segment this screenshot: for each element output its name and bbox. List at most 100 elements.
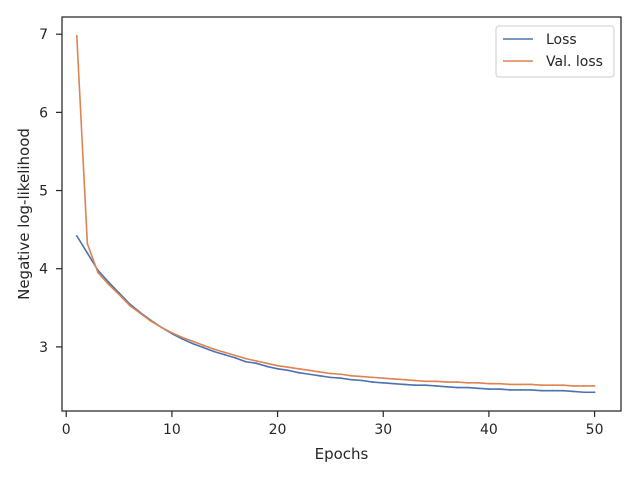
data-point (192, 340, 194, 343)
x-tick-label: 20 (269, 422, 287, 438)
data-point (509, 388, 511, 391)
data-point (86, 252, 89, 254)
data-point (350, 374, 353, 377)
data-point (308, 369, 311, 372)
data-point (382, 377, 385, 380)
legend-label-0: Loss (546, 32, 577, 48)
data-point (540, 384, 543, 387)
data-point (255, 360, 258, 362)
data-point (361, 379, 364, 382)
data-point (392, 382, 395, 385)
data-point (572, 390, 575, 393)
legend-label-1: Val. loss (546, 54, 603, 70)
data-point (149, 320, 152, 322)
data-point (318, 374, 321, 377)
y-tick-label: 3 (39, 340, 48, 356)
data-point (530, 383, 533, 386)
data-point (477, 387, 480, 390)
y-axis: 3 4 5 6 7 (39, 27, 62, 356)
data-point (593, 391, 596, 394)
data-point (561, 389, 564, 392)
data-point (540, 389, 543, 392)
legend: Loss Val. loss (495, 25, 615, 78)
data-point (488, 388, 490, 391)
data-point (424, 380, 427, 383)
data-point (266, 362, 268, 365)
data-point (572, 385, 575, 387)
series-line-1 (75, 35, 595, 387)
data-point (456, 386, 459, 389)
data-point (181, 336, 184, 339)
data-point (213, 348, 216, 351)
data-point (75, 34, 78, 37)
x-tick-label: 50 (586, 422, 604, 438)
data-point (128, 304, 131, 307)
data-point (318, 371, 321, 373)
data-point (530, 388, 533, 391)
data-point (192, 342, 194, 345)
data-point (583, 391, 585, 394)
data-point (350, 378, 353, 381)
data-point (371, 381, 374, 383)
data-point (456, 381, 459, 383)
data-point (287, 369, 290, 372)
data-point (551, 389, 554, 392)
data-point (445, 385, 448, 388)
data-point (139, 312, 142, 315)
data-point (86, 242, 89, 245)
data-point (371, 376, 374, 379)
data-point (361, 375, 364, 378)
data-point (97, 271, 99, 274)
data-point (466, 386, 469, 389)
data-point (498, 382, 501, 385)
data-point (255, 362, 258, 365)
data-point (223, 353, 226, 356)
plot-frame (61, 16, 622, 412)
data-point (424, 384, 427, 387)
series-points-0 (75, 234, 596, 394)
data-point (403, 378, 406, 381)
data-point (297, 371, 300, 374)
data-point (297, 367, 300, 370)
y-tick-label: 7 (39, 27, 48, 43)
data-point (213, 350, 216, 353)
data-point (329, 372, 332, 375)
series-points-1 (75, 34, 596, 387)
data-point (244, 360, 247, 363)
data-point (244, 357, 247, 360)
data-point (435, 385, 437, 387)
data-point (519, 383, 522, 386)
data-point (287, 366, 290, 369)
data-point (392, 378, 395, 380)
series-layer (75, 34, 596, 394)
data-point (276, 364, 279, 367)
data-point (488, 382, 490, 385)
data-point (519, 388, 522, 391)
data-point (583, 385, 585, 387)
data-point (435, 380, 437, 383)
data-point (414, 379, 416, 382)
data-point (234, 354, 237, 357)
y-axis-label: Negative log-likelihood (15, 128, 33, 300)
data-point (593, 385, 596, 387)
data-point (234, 356, 237, 359)
data-point (160, 326, 163, 329)
data-point (202, 344, 205, 347)
data-point (171, 331, 173, 334)
data-point (445, 381, 448, 383)
data-point (223, 351, 226, 354)
y-tick-label: 6 (39, 105, 48, 121)
x-axis: 0 10 20 30 40 50 (62, 411, 604, 438)
data-point (340, 373, 342, 376)
data-point (466, 381, 469, 384)
data-point (118, 293, 120, 296)
data-point (551, 384, 554, 387)
data-point (414, 384, 416, 387)
data-point (276, 367, 279, 370)
data-point (308, 373, 311, 376)
x-tick-label: 30 (374, 422, 392, 438)
data-point (561, 384, 564, 387)
data-point (75, 234, 78, 237)
y-tick-label: 5 (39, 184, 48, 200)
